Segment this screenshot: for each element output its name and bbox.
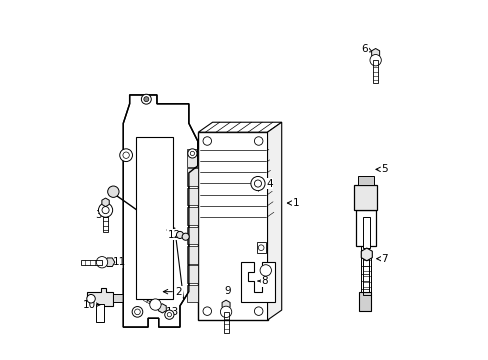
Polygon shape xyxy=(222,300,229,309)
Text: 10: 10 xyxy=(82,300,100,310)
Circle shape xyxy=(254,137,263,145)
Polygon shape xyxy=(86,288,113,306)
Polygon shape xyxy=(198,122,281,132)
Bar xyxy=(354,185,377,210)
Text: 8: 8 xyxy=(258,276,267,286)
Bar xyxy=(357,176,373,185)
Bar xyxy=(198,132,267,320)
Circle shape xyxy=(369,54,381,66)
Circle shape xyxy=(86,294,95,303)
Polygon shape xyxy=(241,261,274,302)
Circle shape xyxy=(203,307,211,315)
Circle shape xyxy=(164,310,174,319)
Circle shape xyxy=(220,306,231,318)
Circle shape xyxy=(149,299,161,310)
Bar xyxy=(187,246,198,264)
Circle shape xyxy=(250,176,264,191)
Text: 1: 1 xyxy=(287,198,299,208)
Text: 2: 2 xyxy=(163,287,182,297)
Bar xyxy=(187,188,198,205)
Circle shape xyxy=(254,307,263,315)
Bar xyxy=(362,255,370,295)
Bar xyxy=(187,226,198,244)
Text: 6: 6 xyxy=(361,44,371,54)
Bar xyxy=(96,304,104,322)
Polygon shape xyxy=(158,304,166,313)
Circle shape xyxy=(98,203,112,217)
Bar xyxy=(187,168,198,186)
Polygon shape xyxy=(371,49,379,58)
Polygon shape xyxy=(104,258,115,266)
Bar xyxy=(372,60,377,83)
Bar xyxy=(113,294,123,302)
Circle shape xyxy=(187,149,197,158)
Bar xyxy=(358,292,370,311)
Circle shape xyxy=(203,137,211,145)
Polygon shape xyxy=(361,248,371,261)
Bar xyxy=(137,109,151,120)
Circle shape xyxy=(132,306,142,317)
Text: 7: 7 xyxy=(376,254,387,264)
Circle shape xyxy=(176,231,183,238)
Polygon shape xyxy=(135,138,173,299)
Circle shape xyxy=(260,265,271,276)
Polygon shape xyxy=(267,122,281,320)
Polygon shape xyxy=(123,95,197,327)
Text: 3: 3 xyxy=(95,208,104,220)
Circle shape xyxy=(120,149,132,162)
Text: 11: 11 xyxy=(109,257,126,267)
Circle shape xyxy=(141,94,151,104)
Bar xyxy=(103,217,108,232)
Bar xyxy=(187,265,198,283)
Bar xyxy=(187,285,198,302)
Text: 4: 4 xyxy=(262,179,272,189)
Text: 9: 9 xyxy=(224,285,230,296)
Text: 12: 12 xyxy=(167,230,181,240)
Circle shape xyxy=(143,97,148,102)
Bar xyxy=(363,216,369,248)
Bar xyxy=(187,149,198,167)
Text: 13: 13 xyxy=(165,306,179,317)
Circle shape xyxy=(107,186,119,197)
Text: 5: 5 xyxy=(375,165,387,174)
Circle shape xyxy=(96,257,107,268)
Bar xyxy=(187,207,198,225)
Bar xyxy=(361,246,368,292)
Circle shape xyxy=(182,233,189,240)
Bar xyxy=(355,210,375,246)
Bar xyxy=(81,260,102,265)
Polygon shape xyxy=(102,198,109,207)
Bar xyxy=(223,312,228,333)
Bar xyxy=(256,242,265,253)
